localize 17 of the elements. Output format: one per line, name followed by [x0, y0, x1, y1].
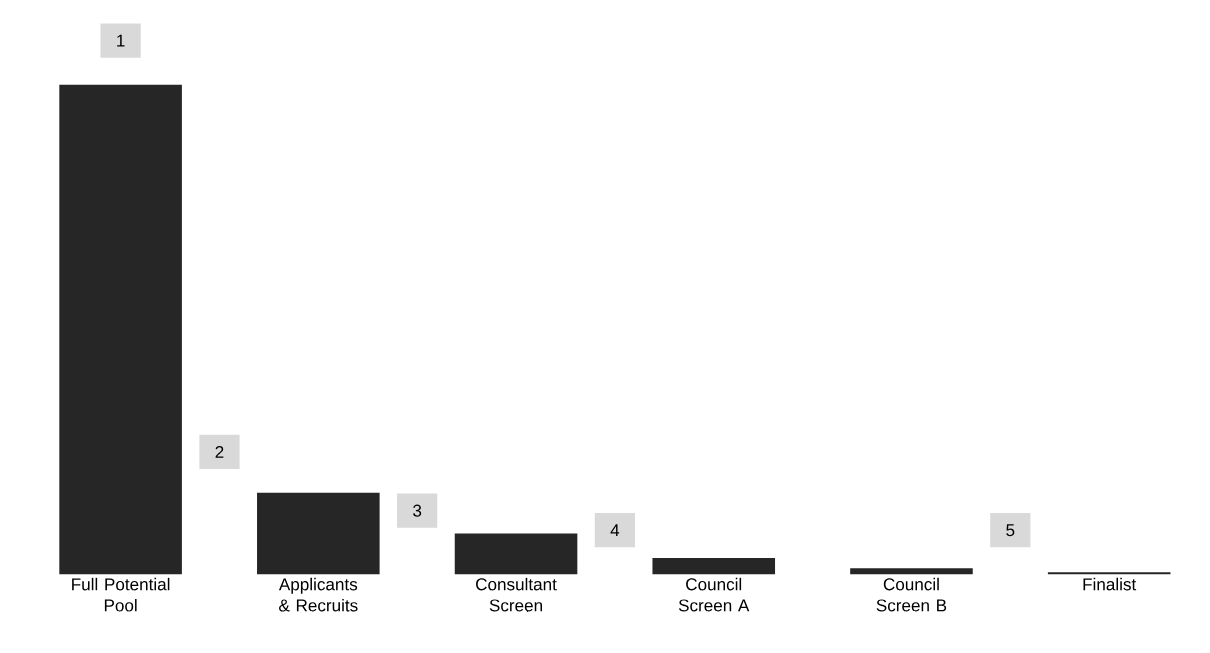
x-tick-label: Applicants & Recruits [278, 577, 358, 612]
x-tick-label: Full Potential Pool [72, 577, 170, 612]
annotation: 4 [610, 524, 620, 537]
annotation: 3 [413, 504, 422, 517]
annotation: 2 [215, 445, 224, 458]
x-tick-label: Council Screen B [876, 577, 947, 612]
x-tick-label: Consultant Screen [476, 577, 557, 612]
bar [652, 557, 776, 575]
bar [257, 492, 380, 575]
text: 1 [117, 34, 125, 47]
bar [454, 533, 578, 575]
bar [850, 568, 973, 575]
bar [1047, 572, 1171, 575]
x-tick-label: Council Screen A [678, 577, 750, 612]
annotation: 5 [1006, 524, 1015, 537]
bar [59, 84, 182, 575]
x-tick-label: Finalist [1083, 577, 1137, 591]
